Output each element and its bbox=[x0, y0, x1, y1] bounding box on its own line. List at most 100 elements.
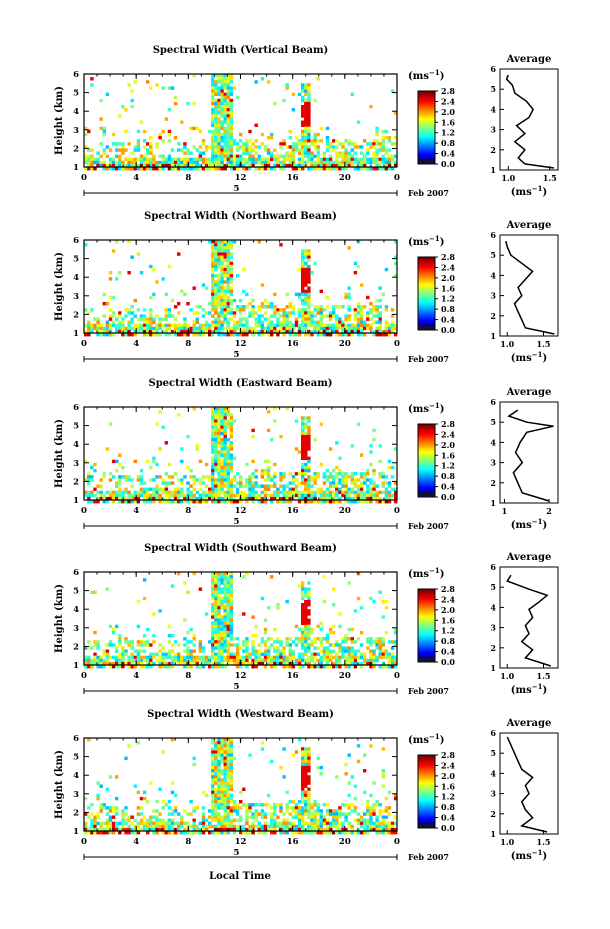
heatmap-cell bbox=[276, 154, 280, 158]
heatmap-cell bbox=[378, 329, 382, 334]
heatmap-cell bbox=[338, 612, 342, 616]
heatmap-cell bbox=[350, 487, 354, 491]
heatmap-cell bbox=[273, 305, 277, 309]
heatmap-cell bbox=[161, 490, 165, 495]
heatmap-cell bbox=[204, 493, 209, 498]
heatmap-cell bbox=[356, 326, 361, 331]
heatmap-cell bbox=[254, 475, 258, 479]
colorbar-swatch bbox=[418, 297, 435, 300]
heatmap-cell bbox=[282, 496, 286, 501]
heatmap-cell bbox=[164, 472, 168, 476]
heatmap-cell bbox=[307, 630, 311, 635]
average-y-tick-label: 1 bbox=[490, 663, 496, 673]
heatmap-cell bbox=[183, 655, 187, 660]
heatmap-cell bbox=[149, 157, 153, 162]
heatmap-cell bbox=[350, 333, 354, 337]
heatmap-cell bbox=[313, 490, 317, 495]
heatmap-cell bbox=[359, 487, 364, 491]
colorbar-unit: (ms bbox=[408, 237, 429, 248]
heatmap-cell bbox=[350, 640, 354, 644]
heatmap-cell bbox=[217, 258, 221, 262]
heatmap-cell bbox=[217, 444, 221, 448]
heatmap-cell bbox=[223, 444, 227, 448]
heatmap-cell bbox=[257, 320, 261, 324]
heatmap-cell bbox=[139, 167, 144, 171]
heatmap-cell bbox=[158, 475, 162, 479]
heatmap-cell bbox=[338, 665, 342, 669]
heatmap-cell bbox=[226, 425, 230, 429]
heatmap-cell bbox=[304, 634, 308, 638]
heatmap-cell bbox=[307, 434, 311, 439]
heatmap-cell bbox=[142, 596, 147, 601]
heatmap-cell bbox=[217, 326, 221, 331]
heatmap-cell bbox=[214, 490, 218, 495]
heatmap-cell bbox=[108, 824, 113, 829]
heatmap-cell bbox=[211, 806, 215, 810]
heatmap-cell bbox=[285, 806, 289, 810]
heatmap-cell bbox=[214, 803, 218, 807]
heatmap-cell bbox=[304, 422, 308, 426]
heatmap-cell bbox=[310, 142, 314, 146]
heatmap-cells bbox=[84, 74, 398, 171]
heatmap-cell bbox=[319, 317, 323, 321]
heatmap-cell bbox=[214, 132, 218, 137]
heatmap-cell bbox=[170, 490, 175, 495]
heatmap-cell bbox=[149, 487, 153, 491]
heatmap-cell bbox=[108, 478, 113, 482]
heatmap-cell bbox=[217, 609, 221, 613]
heatmap-cell bbox=[155, 658, 159, 663]
heatmap-cell bbox=[118, 658, 122, 663]
heatmap-cell bbox=[387, 465, 392, 470]
heatmap-cell bbox=[155, 333, 159, 337]
heatmap-cell bbox=[350, 323, 354, 328]
heatmap-cell bbox=[130, 167, 134, 171]
heatmap-cell bbox=[217, 410, 221, 414]
heatmap-cell bbox=[254, 311, 258, 315]
heatmap-cell bbox=[90, 818, 94, 822]
heatmap-cell bbox=[248, 824, 252, 829]
heatmap-cell bbox=[356, 302, 361, 306]
heatmap-cell bbox=[96, 151, 100, 155]
heatmap-cell bbox=[307, 496, 311, 501]
heatmap-cell bbox=[186, 323, 190, 328]
heatmap-cell bbox=[226, 267, 230, 272]
heatmap-cell bbox=[285, 818, 289, 822]
heatmap-cell bbox=[220, 627, 224, 632]
heatmap-cell bbox=[115, 163, 119, 168]
heatmap-cell bbox=[291, 142, 296, 146]
heatmap-cell bbox=[223, 634, 227, 638]
heatmap-cell bbox=[229, 86, 234, 90]
heatmap-cell bbox=[245, 827, 249, 832]
heatmap-cell bbox=[99, 827, 103, 832]
heatmap-cell bbox=[220, 655, 224, 660]
heatmap-cell bbox=[161, 329, 165, 334]
heatmap-cell bbox=[149, 655, 153, 660]
heatmap-cell bbox=[161, 154, 165, 158]
heatmap-cell bbox=[313, 145, 317, 149]
heatmap-cell bbox=[105, 490, 110, 495]
heatmap-cell bbox=[105, 806, 110, 810]
heatmap-cell bbox=[322, 323, 327, 328]
heatmap-cell bbox=[232, 800, 237, 804]
heatmap-cell bbox=[226, 117, 230, 121]
heatmap-cell bbox=[313, 323, 317, 328]
heatmap-cell bbox=[223, 422, 227, 426]
heatmap-cell bbox=[146, 167, 150, 171]
heatmap-cell bbox=[173, 652, 178, 656]
colorbar-swatch bbox=[418, 645, 435, 648]
heatmap-cell bbox=[307, 627, 311, 632]
heatmap-cell bbox=[307, 252, 311, 256]
heatmap-cell bbox=[378, 333, 382, 337]
heatmap-cell bbox=[239, 305, 243, 309]
heatmap-cell bbox=[338, 326, 342, 331]
heatmap-cell bbox=[304, 264, 308, 269]
heatmap-cell bbox=[208, 157, 212, 162]
heatmap-cell bbox=[90, 493, 94, 498]
colorbar-swatch bbox=[418, 96, 435, 99]
heatmap-cell bbox=[325, 333, 330, 337]
heatmap-cell bbox=[223, 612, 227, 616]
heatmap-cell bbox=[301, 593, 305, 598]
heatmap-cell bbox=[121, 655, 125, 660]
heatmap-cell bbox=[384, 630, 389, 635]
heatmap-cell bbox=[211, 151, 215, 155]
